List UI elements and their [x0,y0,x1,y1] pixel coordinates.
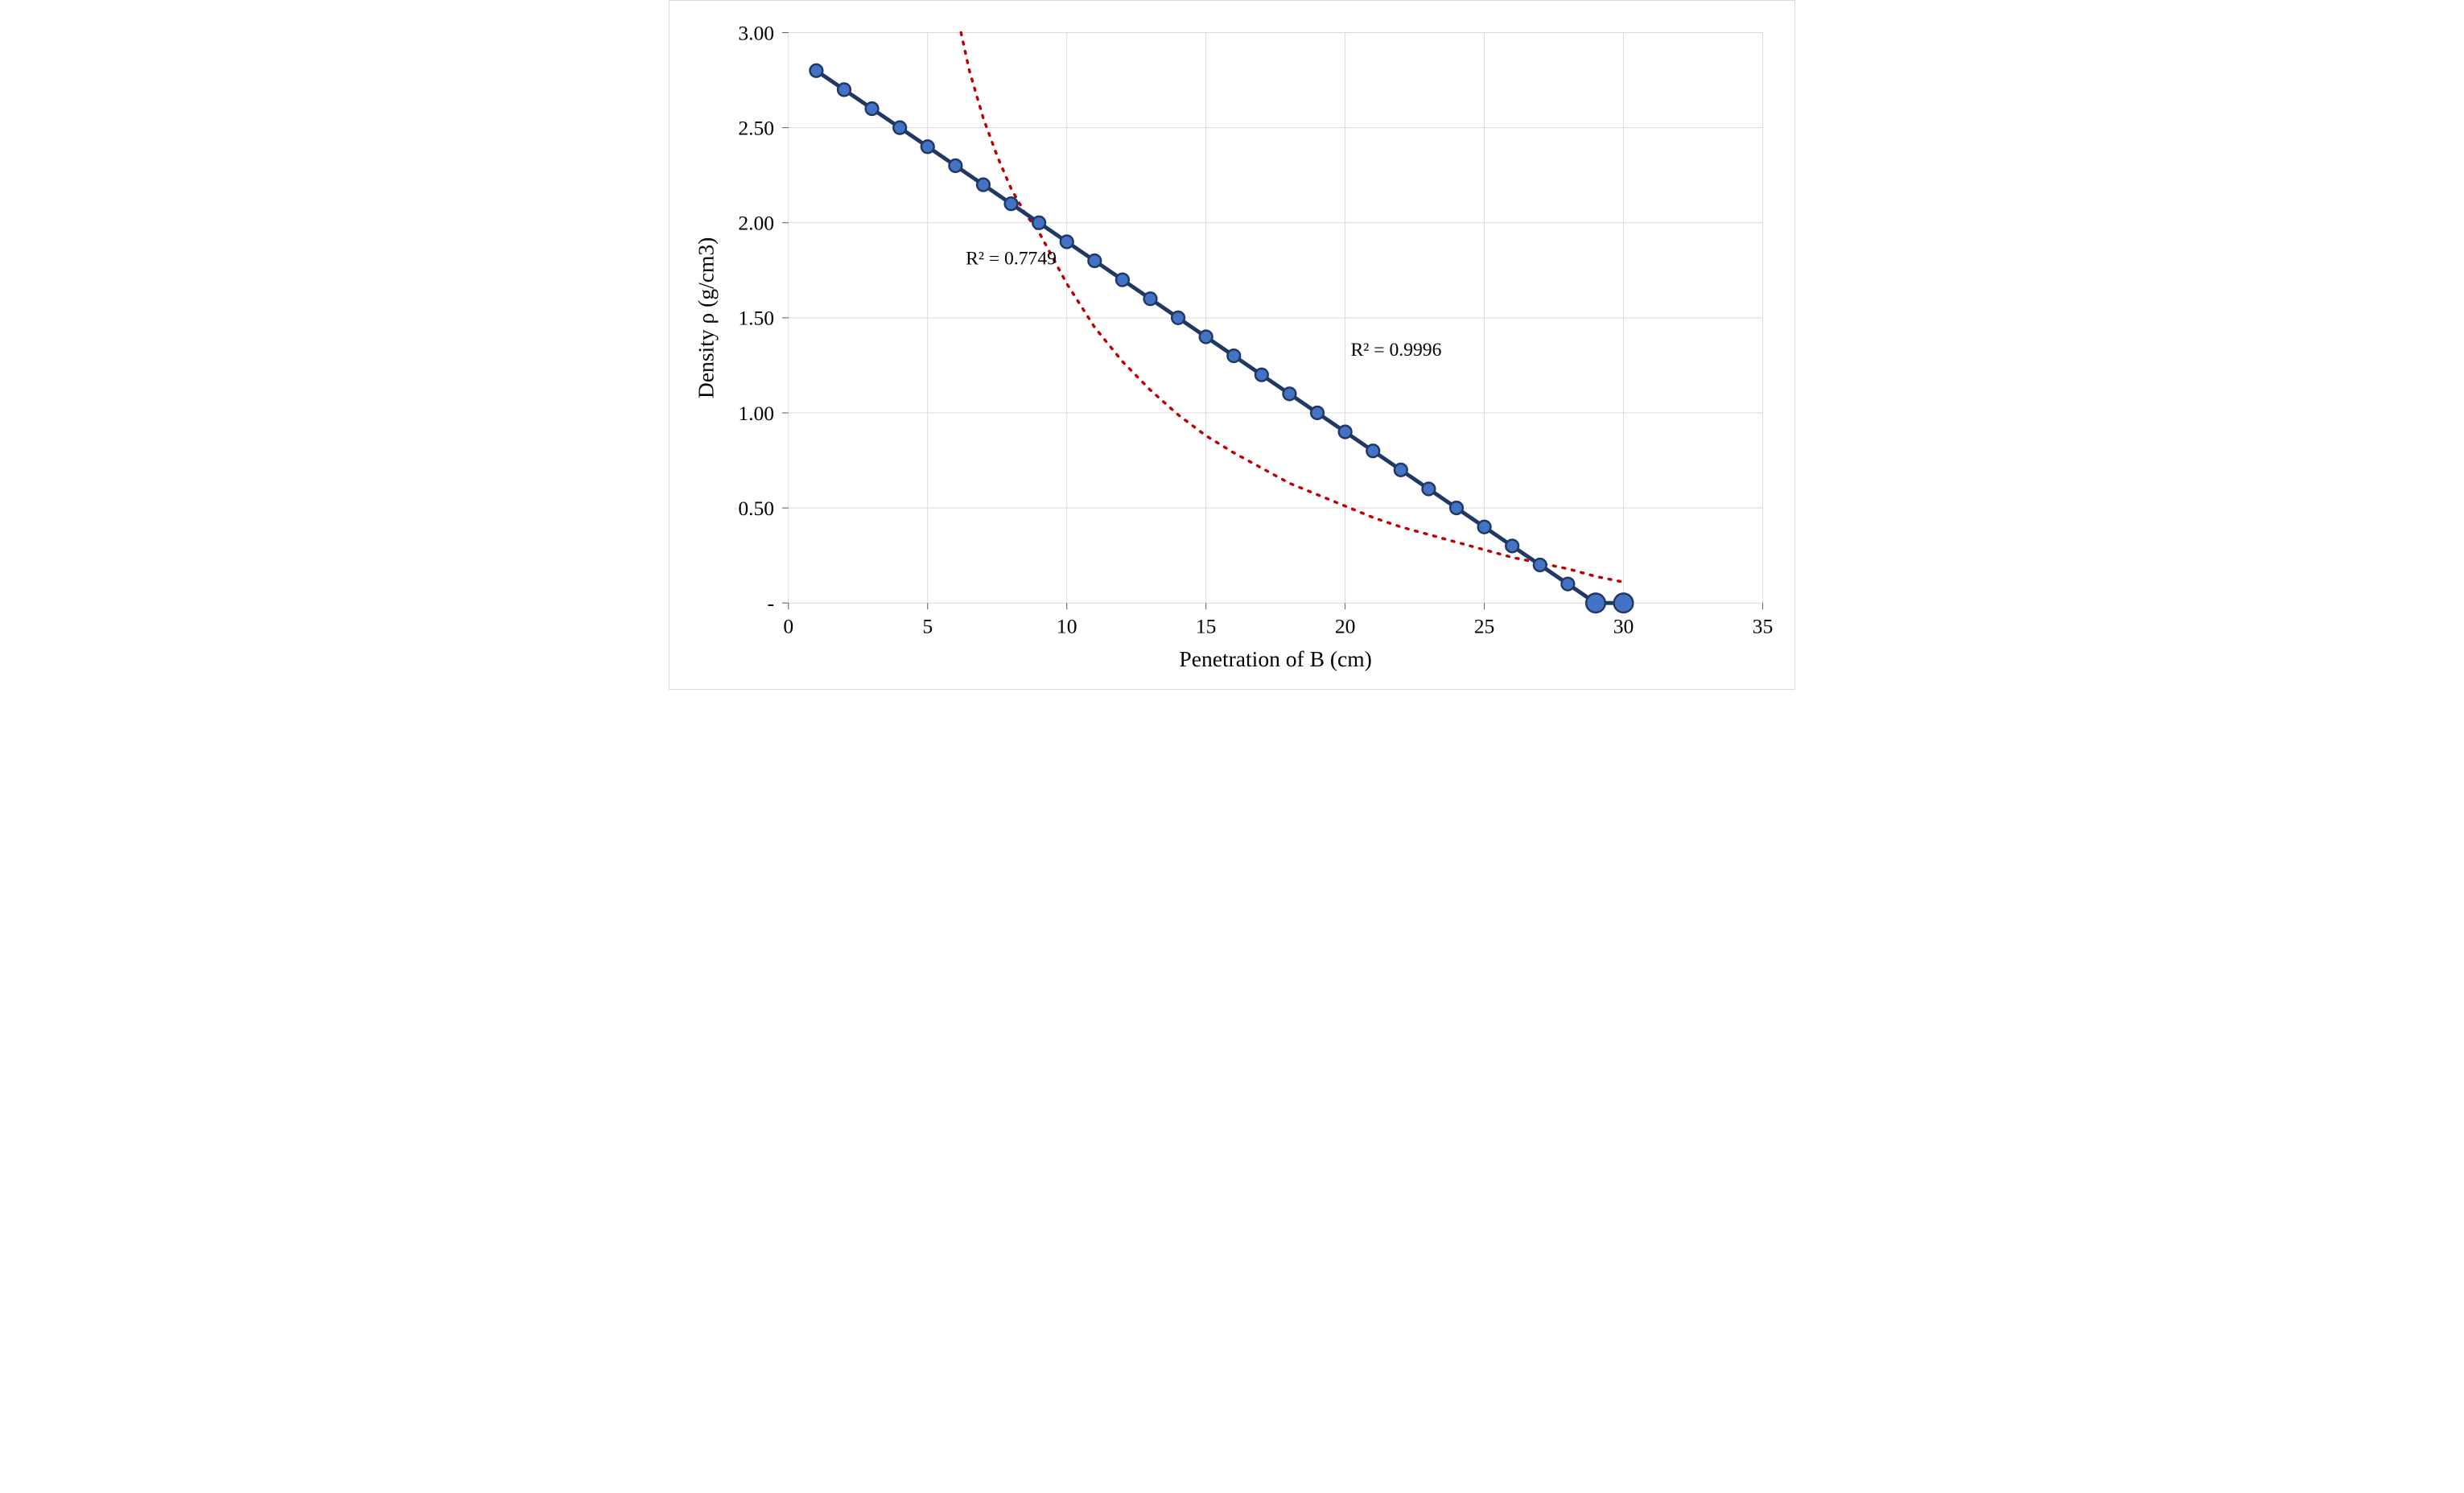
data-marker [810,64,823,77]
data-marker [1339,426,1352,439]
data-marker [1116,274,1129,287]
data-marker [1088,254,1101,267]
x-tick-label: 35 [1753,615,1774,638]
chart-frame: 0 5 10 15 20 25 30 35 - 0.50 1.00 1.50 2.00 2.50 3.00 R… [678,9,1786,681]
x-axis-title: Penetration of B (cm) [1179,646,1371,671]
data-marker [1032,217,1045,229]
data-marker [1423,483,1436,496]
density-vs-penetration-chart: 0 5 10 15 20 25 30 35 - 0.50 1.00 1.50 2.00 2.50 3.00 R… [678,9,1786,681]
data-marker [866,102,879,115]
data-marker [1061,236,1073,249]
data-marker [1144,292,1157,305]
y-tick-label: 0.50 [738,497,774,520]
x-tick-label: 30 [1613,615,1634,638]
r2-label-power: R² = 0.7749 [966,249,1057,270]
data-marker [1172,311,1185,324]
data-marker [977,179,990,192]
data-marker [1614,593,1634,612]
x-tick-label: 25 [1474,615,1495,638]
x-tick-label: 0 [783,615,793,638]
r2-label-polynomial: R² = 0.9996 [1351,340,1442,361]
y-tick-label: 2.50 [738,117,774,140]
data-marker [1200,331,1213,344]
y-tick-label: 3.00 [738,21,774,44]
data-marker [838,84,851,97]
y-tick-label: 1.00 [738,402,774,425]
data-marker [1395,464,1407,476]
data-marker [1561,578,1574,591]
x-tick-label: 20 [1335,615,1356,638]
x-tick-label: 10 [1057,615,1077,638]
data-marker [949,159,962,172]
data-marker [1586,593,1605,612]
x-tick-label: 15 [1196,615,1217,638]
data-marker [893,122,906,134]
data-marker [1534,559,1547,571]
data-marker [1450,501,1463,514]
data-marker [921,140,934,153]
data-marker [1227,349,1240,362]
x-tick-label: 5 [922,615,933,638]
y-axis-title: Density ρ (g/cm3) [693,237,718,398]
data-marker [1005,197,1018,210]
data-marker [1506,539,1518,552]
data-marker [1284,387,1296,400]
y-tick-label: 1.50 [738,307,774,330]
data-marker [1366,444,1379,457]
data-marker [1255,369,1268,381]
chart-container: 0 5 10 15 20 25 30 35 - 0.50 1.00 1.50 2.00 2.50 3.00 R… [669,0,1795,690]
data-marker [1311,406,1324,419]
data-marker [1478,521,1491,534]
y-tick-label: - [768,592,775,615]
y-tick-label: 2.00 [738,212,774,235]
